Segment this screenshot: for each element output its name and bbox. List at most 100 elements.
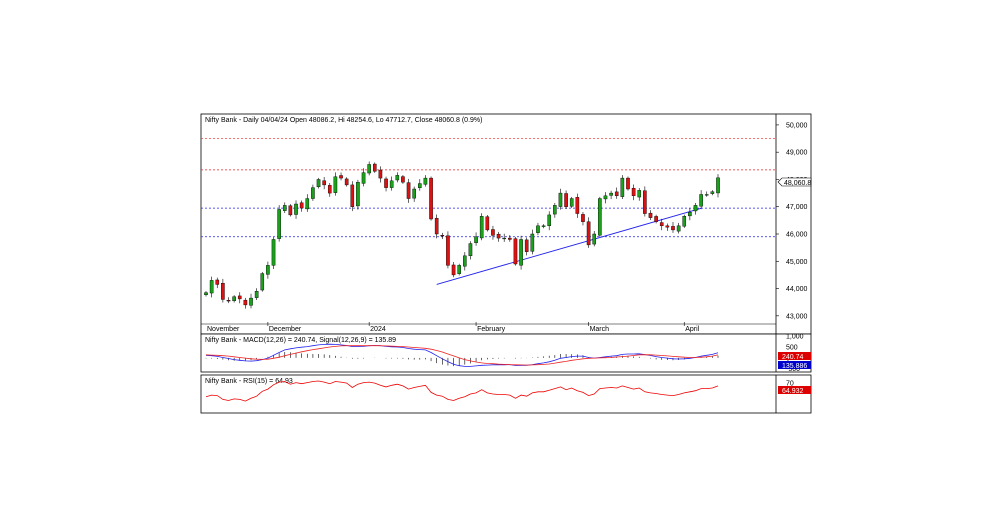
candle xyxy=(491,225,495,240)
price-tick-label: 46,000 xyxy=(786,232,808,239)
candle-body-down xyxy=(564,193,568,207)
rsi-value-tag-group: 64.932 xyxy=(778,386,811,395)
rsi-panel: Nifty Bank - RSI(15) = 64.93 70 64.932 xyxy=(200,374,812,414)
candle-body-down xyxy=(339,175,343,179)
price-tick-label: 47,000 xyxy=(786,204,808,211)
candle-body-up xyxy=(277,209,281,239)
date-label: March xyxy=(590,326,610,333)
candle xyxy=(626,176,630,191)
candle-body-up xyxy=(716,177,720,194)
candle-body-down xyxy=(508,237,512,240)
macd-value-tags: 240.74 135.886 xyxy=(778,352,811,370)
candle-body-down xyxy=(654,216,658,222)
candle-body-down xyxy=(344,178,349,186)
candle xyxy=(558,188,563,210)
candle-body-down xyxy=(626,177,630,190)
candle-body-up xyxy=(305,198,310,210)
candle xyxy=(575,193,580,218)
candle xyxy=(204,291,208,297)
macd-title: Nifty Bank - MACD(12,26) = 240.74, Signa… xyxy=(205,337,396,344)
candle-body-up xyxy=(502,237,506,240)
candle xyxy=(581,212,585,226)
candle-body-down xyxy=(401,176,405,183)
candle-body-down xyxy=(575,197,580,214)
candle xyxy=(519,235,523,270)
candle xyxy=(372,162,377,173)
candle-body-up xyxy=(569,198,574,207)
candle xyxy=(716,174,720,198)
candle-body-up xyxy=(204,292,208,296)
candle-body-up xyxy=(282,205,287,211)
candle xyxy=(266,261,270,279)
price-tick-label: 49,000 xyxy=(786,150,808,157)
candle xyxy=(592,231,597,247)
candle-body-down xyxy=(372,163,377,172)
candle xyxy=(446,231,450,269)
candle-body-down xyxy=(378,169,383,179)
candle xyxy=(429,176,433,221)
candle xyxy=(378,166,383,183)
candle xyxy=(648,210,653,220)
candle-body-up xyxy=(463,255,467,267)
candle xyxy=(406,178,411,203)
candle-body-down xyxy=(288,205,293,216)
candle-body-down xyxy=(215,279,220,285)
signal-value-label: 135.886 xyxy=(782,363,807,370)
candle xyxy=(451,261,456,278)
candle-body-down xyxy=(581,214,585,222)
date-label: February xyxy=(477,326,506,333)
candle xyxy=(333,172,338,196)
candle xyxy=(699,190,703,210)
candle-body-up xyxy=(682,216,687,227)
candle xyxy=(423,175,428,187)
candle xyxy=(361,168,366,187)
candle-body-down xyxy=(243,299,248,306)
signal-value-tag xyxy=(778,361,811,369)
candle-body-up xyxy=(609,192,613,196)
candle-body-up xyxy=(598,198,602,236)
candle xyxy=(530,229,535,255)
candle xyxy=(412,186,416,202)
candle xyxy=(704,191,709,197)
last-price-marker: 48,060.8 xyxy=(777,177,811,187)
candle xyxy=(485,215,490,232)
date-label: November xyxy=(207,326,240,333)
candle-body-down xyxy=(440,235,445,237)
candle xyxy=(474,232,478,246)
macd-line xyxy=(205,343,719,367)
candle xyxy=(221,278,225,303)
candle xyxy=(316,177,321,189)
candle xyxy=(299,200,304,212)
candle xyxy=(350,181,355,212)
candle xyxy=(710,190,715,196)
rsi-tick-label: 70 xyxy=(786,381,794,388)
candle xyxy=(277,205,281,242)
candle-body-up xyxy=(294,203,298,215)
candle-body-down xyxy=(221,283,225,300)
candle xyxy=(327,183,332,197)
candle xyxy=(282,202,287,213)
candle-body-down xyxy=(299,202,304,209)
macd-value-label: 240.74 xyxy=(782,354,804,361)
candle-body-down xyxy=(586,221,591,246)
candle xyxy=(356,179,360,210)
candle-body-up xyxy=(389,180,394,188)
candle xyxy=(536,222,540,236)
candle-body-up xyxy=(541,225,546,227)
candle xyxy=(237,292,242,304)
candle-body-up xyxy=(468,243,473,257)
candle xyxy=(232,295,236,303)
candle-body-down xyxy=(485,216,490,231)
candle xyxy=(271,237,276,270)
candle-body-up xyxy=(254,291,259,298)
candle xyxy=(249,293,253,309)
candle-body-up xyxy=(704,194,709,196)
candle xyxy=(665,223,670,231)
candle-body-up xyxy=(316,179,321,188)
candle-body-down xyxy=(226,300,231,302)
candle-body-down xyxy=(659,222,664,227)
candle-body-up xyxy=(395,175,400,181)
candle-body-up xyxy=(699,194,703,207)
candle xyxy=(260,271,265,292)
candle-body-down xyxy=(665,225,670,228)
